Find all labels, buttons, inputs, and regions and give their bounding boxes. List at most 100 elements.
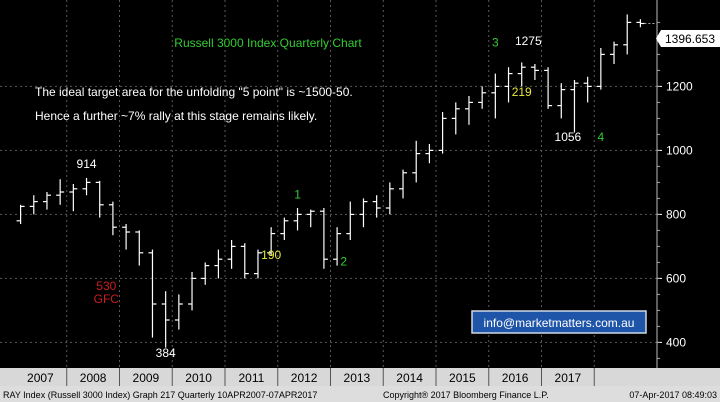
y-tick-label: 1000: [666, 143, 693, 157]
y-axis: 400 600 800 1000 1200: [656, 0, 720, 368]
ohlc-bar: [623, 14, 632, 55]
ohlc-bar: [491, 73, 500, 119]
annotation-label: 1056: [555, 130, 582, 144]
ohlc-bar: [56, 179, 65, 205]
x-tick-label: 2013: [344, 371, 371, 385]
ohlc-bar: [280, 217, 289, 240]
ohlc-bar: [214, 249, 223, 279]
y-tick-label: 600: [666, 271, 686, 285]
ohlc-bar: [372, 195, 381, 218]
y-axis-band: [657, 0, 720, 368]
last-price-badge: 1396.653: [656, 30, 720, 47]
annotation-label: 1275: [515, 34, 542, 48]
annotation-label: GFC: [94, 292, 120, 306]
ohlc-bar: [161, 291, 170, 348]
ohlc-bar: [306, 209, 315, 228]
grid-lines: [0, 0, 657, 368]
ohlc-bar: [530, 64, 539, 80]
x-tick-label: 2008: [80, 371, 107, 385]
last-price-label: 1396.653: [665, 32, 715, 46]
annotation-label: 4: [598, 130, 605, 144]
ohlc-bar: [399, 169, 408, 199]
annotation-label: 190: [261, 248, 281, 262]
x-tick-label: 2011: [238, 371, 264, 385]
status-bar: [0, 386, 720, 402]
ohlc-bar: [227, 240, 236, 269]
ohlc-bar: [359, 198, 368, 228]
annotation-label: 1: [294, 187, 301, 201]
ohlc-bar: [596, 48, 605, 90]
ohlc-bar: [240, 243, 249, 279]
ohlc-bar: [108, 201, 117, 236]
x-tick-label: 2015: [449, 371, 476, 385]
ohlc-bar: [412, 140, 421, 183]
ohlc-bar: [478, 86, 487, 109]
x-tick-label: 2009: [133, 371, 160, 385]
annotation-label: 2: [340, 255, 347, 269]
ohlc-bar: [95, 180, 104, 218]
annotation-label: 1425: [614, 0, 641, 1]
ohlc-bar: [69, 184, 78, 212]
annotation-label: 530: [96, 279, 116, 293]
ohlc-bar: [610, 41, 619, 64]
ohlc-bar: [82, 177, 91, 196]
ohlc-bar: [267, 227, 276, 256]
ohlc-bar: [188, 272, 197, 311]
x-tick-label: 2017: [555, 371, 582, 385]
ohlc-bars: [16, 14, 657, 348]
ohlc-bar: [333, 227, 342, 266]
y-tick-label: 800: [666, 207, 686, 221]
x-axis-band: [0, 368, 720, 386]
ohlc-bar: [636, 19, 645, 28]
ohlc-bar: [122, 224, 131, 250]
ohlc-bar: [583, 76, 592, 103]
contact-box-frame: [471, 310, 647, 334]
x-axis: 2007 2008 2009 2010 2011 2012 2013 2014 2015 2016…: [0, 368, 720, 386]
ohlc-bar: [504, 67, 513, 103]
ohlc-bar: [346, 201, 355, 240]
chart-title: Russell 3000 Index Quarterly Chart: [174, 36, 362, 50]
ohlc-bar: [438, 112, 447, 154]
ohlc-bar: [174, 294, 183, 330]
ohlc-bar: [29, 195, 38, 215]
ohlc-bar: [135, 230, 144, 266]
ohlc-bar: [425, 144, 434, 164]
annotation-label: 219: [512, 85, 532, 99]
ohlc-bar: [464, 96, 473, 125]
note-line-1: The ideal target area for the unfolding …: [35, 85, 353, 99]
note-line-2: Hence a further ~7% rally at this stage …: [35, 109, 317, 123]
ohlc-bar: [148, 249, 157, 338]
contact-box[interactable]: info@marketmatters.com.au: [471, 310, 647, 334]
last-price-box: [661, 30, 720, 47]
ohlc-bar: [319, 208, 328, 269]
status-timestamp: 07-Apr-2017 08:49:03: [629, 390, 717, 400]
x-tick-label: 2016: [502, 371, 529, 385]
ohlc-bar: [451, 102, 460, 135]
x-tick-label: 2007: [27, 371, 54, 385]
annotation-label: 914: [77, 157, 97, 171]
last-price-pointer: [656, 30, 661, 47]
x-tick-label: 2012: [291, 371, 318, 385]
plot-background: [0, 0, 657, 368]
ohlc-bar: [385, 182, 394, 215]
status-left: RAY Index (Russell 3000 Index) Graph 217…: [3, 390, 317, 400]
ohlc-bar: [517, 62, 526, 87]
ohlc-bar: [16, 204, 25, 224]
ohlc-bar: [253, 249, 262, 279]
ohlc-bar: [544, 67, 553, 109]
y-tick-label: 1200: [666, 79, 693, 93]
annotation-label: 3: [492, 35, 499, 49]
x-tick-label: 2010: [185, 371, 212, 385]
ohlc-bar: [201, 262, 210, 285]
y-tick-label: 400: [666, 335, 686, 349]
contact-email[interactable]: info@marketmatters.com.au: [484, 316, 635, 330]
ohlc-bar: [557, 83, 566, 119]
ohlc-bar: [570, 80, 579, 133]
ohlc-bar: [42, 192, 51, 210]
x-tick-label: 2014: [396, 371, 423, 385]
annotation-label: 384: [156, 346, 176, 360]
status-copyright: Copyright® 2017 Bloomberg Finance L.P.: [383, 390, 549, 400]
